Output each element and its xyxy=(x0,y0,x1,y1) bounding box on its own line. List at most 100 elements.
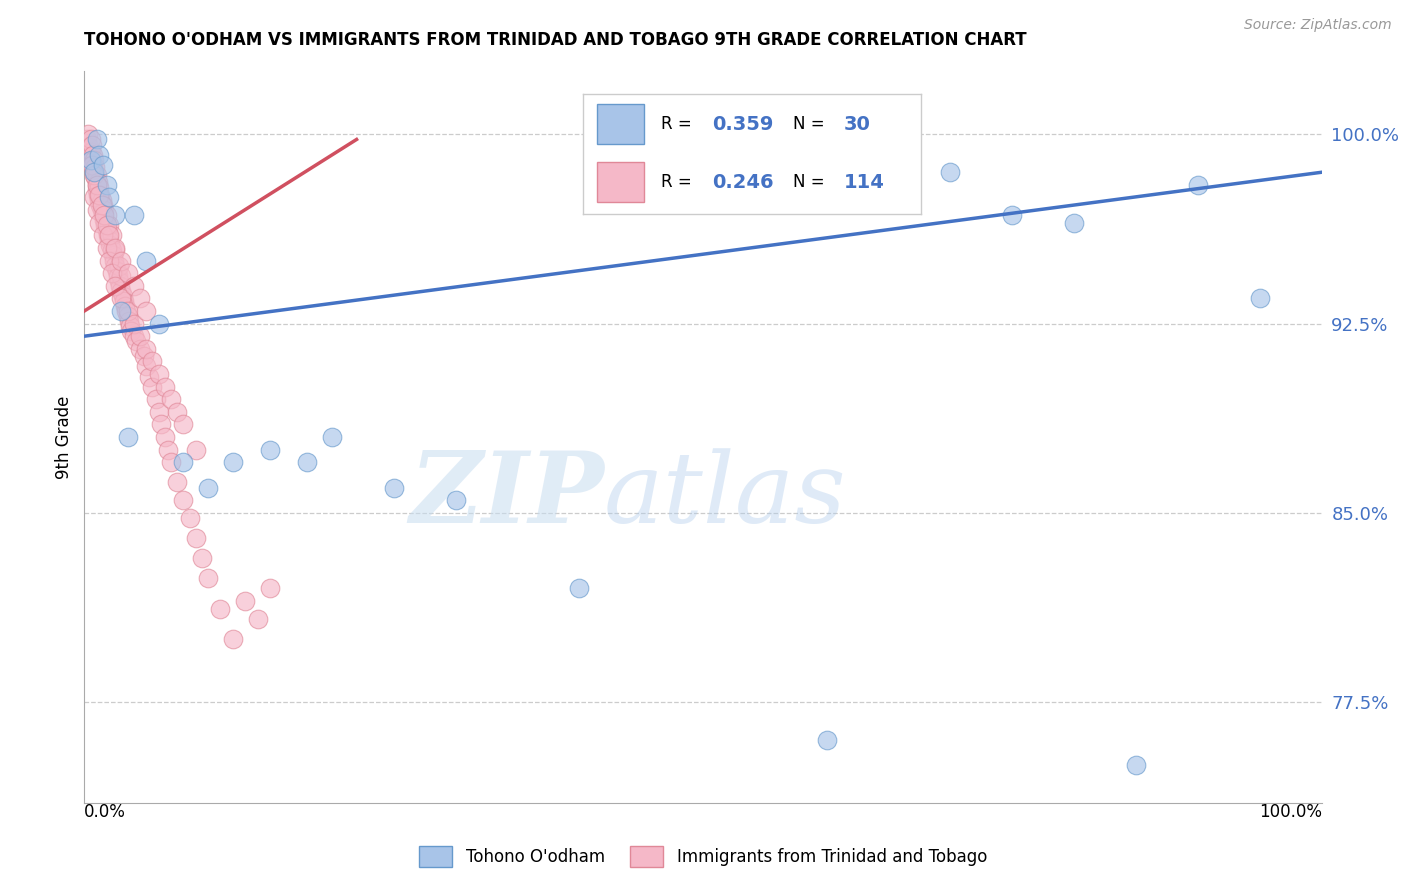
Point xyxy=(222,632,245,646)
Point xyxy=(100,244,122,258)
Point xyxy=(141,379,163,393)
Bar xyxy=(598,162,644,202)
Point xyxy=(122,329,145,343)
Point xyxy=(259,582,281,596)
Text: 30: 30 xyxy=(844,115,870,134)
Point xyxy=(90,198,112,212)
Point xyxy=(111,289,134,303)
Point xyxy=(129,329,152,343)
Text: 0.359: 0.359 xyxy=(711,115,773,134)
Point xyxy=(86,168,108,182)
Point xyxy=(125,334,148,349)
Point xyxy=(91,228,114,243)
Point xyxy=(1187,178,1209,192)
Point xyxy=(209,601,232,615)
Point xyxy=(83,190,105,204)
Text: Source: ZipAtlas.com: Source: ZipAtlas.com xyxy=(1244,18,1392,32)
Point xyxy=(110,268,132,283)
Point xyxy=(135,359,157,374)
Point xyxy=(86,183,108,197)
Point xyxy=(96,241,118,255)
Point xyxy=(568,582,591,596)
Point xyxy=(82,158,104,172)
Text: N =: N = xyxy=(793,173,830,191)
Point xyxy=(110,253,132,268)
Point xyxy=(122,208,145,222)
Point xyxy=(86,178,108,192)
Point xyxy=(172,493,194,508)
Point xyxy=(112,293,135,308)
Point xyxy=(110,278,132,293)
Point xyxy=(120,319,142,334)
Point xyxy=(79,140,101,154)
Point xyxy=(86,203,108,218)
Point xyxy=(100,266,122,280)
Point xyxy=(692,190,714,204)
Point xyxy=(89,147,111,161)
Point xyxy=(117,309,139,323)
Point xyxy=(93,213,115,227)
Point xyxy=(179,510,201,524)
Point xyxy=(197,481,219,495)
Point xyxy=(160,455,183,469)
Point xyxy=(110,284,132,298)
Point xyxy=(83,168,105,182)
Point xyxy=(148,367,170,381)
Point xyxy=(166,475,188,490)
Point xyxy=(89,188,111,202)
Point xyxy=(108,259,131,273)
Point xyxy=(246,612,269,626)
Point xyxy=(100,228,122,243)
Point xyxy=(104,241,127,255)
Text: N =: N = xyxy=(793,115,830,134)
Point xyxy=(83,165,105,179)
Point xyxy=(172,417,194,432)
Point xyxy=(80,158,103,172)
Point xyxy=(1249,291,1271,305)
Text: 0.246: 0.246 xyxy=(711,173,773,192)
Point xyxy=(172,455,194,469)
Point xyxy=(135,342,157,356)
Point xyxy=(148,405,170,419)
Point xyxy=(104,259,127,273)
Point xyxy=(86,178,108,192)
Point xyxy=(83,153,105,167)
Point xyxy=(89,188,111,202)
Point xyxy=(1063,216,1085,230)
Legend: Tohono O'odham, Immigrants from Trinidad and Tobago: Tohono O'odham, Immigrants from Trinidad… xyxy=(411,838,995,875)
Point xyxy=(184,442,207,457)
Point xyxy=(138,369,160,384)
Point xyxy=(120,324,142,338)
Point xyxy=(104,244,127,258)
Point xyxy=(84,170,107,185)
Point xyxy=(89,193,111,207)
Point xyxy=(117,266,139,280)
Point xyxy=(153,430,176,444)
Point xyxy=(114,299,136,313)
Text: R =: R = xyxy=(661,115,697,134)
Point xyxy=(115,304,138,318)
Point xyxy=(80,137,103,152)
Point xyxy=(79,145,101,159)
Point xyxy=(89,216,111,230)
Point xyxy=(118,314,141,328)
Point xyxy=(79,153,101,167)
Point xyxy=(77,128,100,142)
Bar xyxy=(598,104,644,145)
Point xyxy=(80,153,103,167)
Point xyxy=(90,193,112,207)
Point xyxy=(98,253,121,268)
Point xyxy=(129,291,152,305)
Point xyxy=(135,253,157,268)
Point xyxy=(150,417,173,432)
Point xyxy=(160,392,183,407)
Point xyxy=(129,342,152,356)
Point xyxy=(79,132,101,146)
Point xyxy=(939,165,962,179)
Point xyxy=(157,442,180,457)
Point xyxy=(233,594,256,608)
Point xyxy=(96,223,118,237)
Point xyxy=(98,228,121,243)
Point xyxy=(108,274,131,288)
Point xyxy=(191,551,214,566)
